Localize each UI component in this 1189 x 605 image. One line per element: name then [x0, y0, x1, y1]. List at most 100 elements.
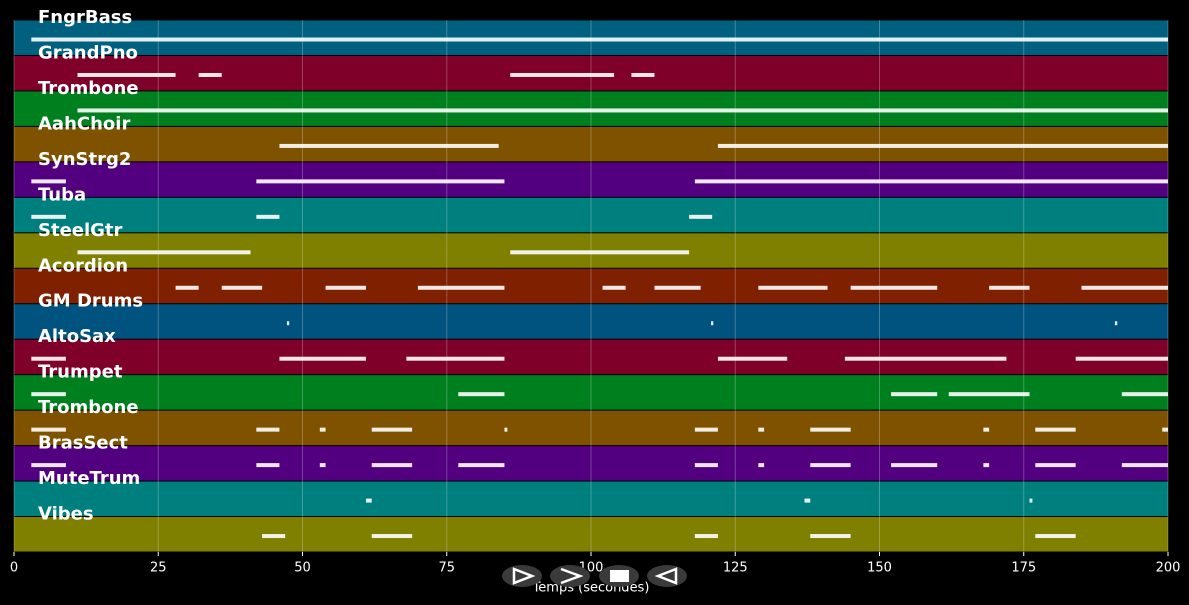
note-segment — [31, 356, 66, 361]
note-segment — [1121, 463, 1168, 468]
forward-button[interactable] — [550, 565, 590, 587]
note-segment — [365, 498, 372, 503]
note-segment — [1081, 285, 1168, 290]
track-label: SynStrg2 — [38, 149, 131, 170]
play-button[interactable] — [502, 565, 542, 587]
note-segment — [694, 179, 1168, 184]
note-segment — [810, 427, 851, 432]
track-label: Acordion — [38, 255, 128, 276]
note-segment — [1114, 321, 1118, 326]
track-band — [14, 268, 1168, 304]
note-segment — [1035, 427, 1076, 432]
note-segment — [631, 72, 655, 77]
note-segment — [1029, 498, 1033, 503]
note-segment — [1035, 534, 1076, 539]
note-segment — [804, 498, 811, 503]
track-band — [14, 446, 1168, 481]
track-label: SteelGtr — [38, 220, 123, 241]
note-segment — [948, 392, 1030, 397]
track-band — [14, 481, 1168, 517]
note-segment — [891, 463, 938, 468]
note-segment — [256, 214, 280, 219]
x-tick-label: 25 — [150, 561, 167, 576]
note-segment — [417, 285, 505, 290]
track-band — [14, 304, 1168, 339]
note-segment — [510, 72, 615, 77]
note-segment — [286, 321, 290, 326]
note-segment — [319, 427, 326, 432]
track-label: Tuba — [38, 184, 86, 205]
note-segment — [31, 392, 66, 397]
track-band — [14, 197, 1168, 233]
note-segment — [694, 427, 718, 432]
track-label: Trombone — [38, 397, 139, 418]
track-label: Trumpet — [38, 362, 123, 383]
note-segment — [371, 463, 413, 468]
x-tick-label: 200 — [1156, 561, 1181, 576]
note-segment — [1121, 392, 1168, 397]
note-segment — [1162, 427, 1168, 432]
tracks — [14, 20, 1168, 552]
note-segment — [510, 250, 690, 255]
track-label: Vibes — [38, 504, 94, 525]
x-tick-label: 50 — [294, 561, 311, 576]
track-label: GrandPno — [38, 42, 138, 63]
note-segment — [256, 463, 280, 468]
note-segment — [279, 356, 366, 361]
x-tick-label: 0 — [10, 561, 18, 576]
note-segment — [77, 108, 1169, 113]
note-segment — [77, 250, 251, 255]
note-segment — [198, 72, 222, 77]
track-label: AahChoir — [38, 113, 130, 134]
track-label: BrasSect — [38, 433, 128, 454]
labels: FngrBass GrandPno Trombone AahChoir SynStrg2… — [10, 7, 1181, 576]
track-band — [14, 410, 1168, 446]
note-segment — [256, 427, 280, 432]
note-segment — [31, 427, 66, 432]
note-segment — [850, 285, 938, 290]
playback-controls — [502, 565, 687, 587]
note-segment — [654, 285, 701, 290]
note-segment — [717, 143, 1168, 148]
track-label: GM Drums — [38, 291, 143, 312]
track-label: Trombone — [38, 78, 139, 99]
note-segment — [810, 534, 851, 539]
note-segment — [711, 321, 714, 326]
x-tick-label: 175 — [1011, 561, 1036, 576]
note-segment — [31, 37, 1168, 42]
track-label: AltoSax — [38, 326, 116, 347]
note-segment — [31, 463, 66, 468]
note-segment — [1035, 463, 1076, 468]
note-segment — [504, 427, 508, 432]
track-band — [14, 517, 1168, 552]
x-tick-label: 75 — [438, 561, 455, 576]
note-segment — [458, 463, 505, 468]
note-segment — [371, 427, 413, 432]
stop-button[interactable] — [599, 565, 639, 587]
note-segment — [31, 179, 66, 184]
note-segment — [602, 285, 626, 290]
note-segment — [371, 534, 413, 539]
note-segment — [458, 392, 505, 397]
note-segment — [983, 427, 990, 432]
rewind-button[interactable] — [647, 565, 687, 587]
note-segment — [694, 534, 718, 539]
note-segment — [406, 356, 505, 361]
note-segment — [717, 356, 788, 361]
track-label: MuteTrum — [38, 468, 140, 489]
note-segment — [31, 214, 66, 219]
note-segment — [694, 463, 718, 468]
note-segment — [810, 463, 851, 468]
note-segment — [262, 534, 286, 539]
track-label: FngrBass — [38, 7, 132, 28]
x-tick-label: 125 — [723, 561, 748, 576]
note-segment — [983, 463, 990, 468]
note-segment — [758, 427, 765, 432]
note-segment — [256, 179, 505, 184]
note-segment — [891, 392, 938, 397]
note-segment — [844, 356, 1007, 361]
note-segment — [1075, 356, 1168, 361]
notes — [31, 37, 1169, 539]
note-segment — [175, 285, 199, 290]
